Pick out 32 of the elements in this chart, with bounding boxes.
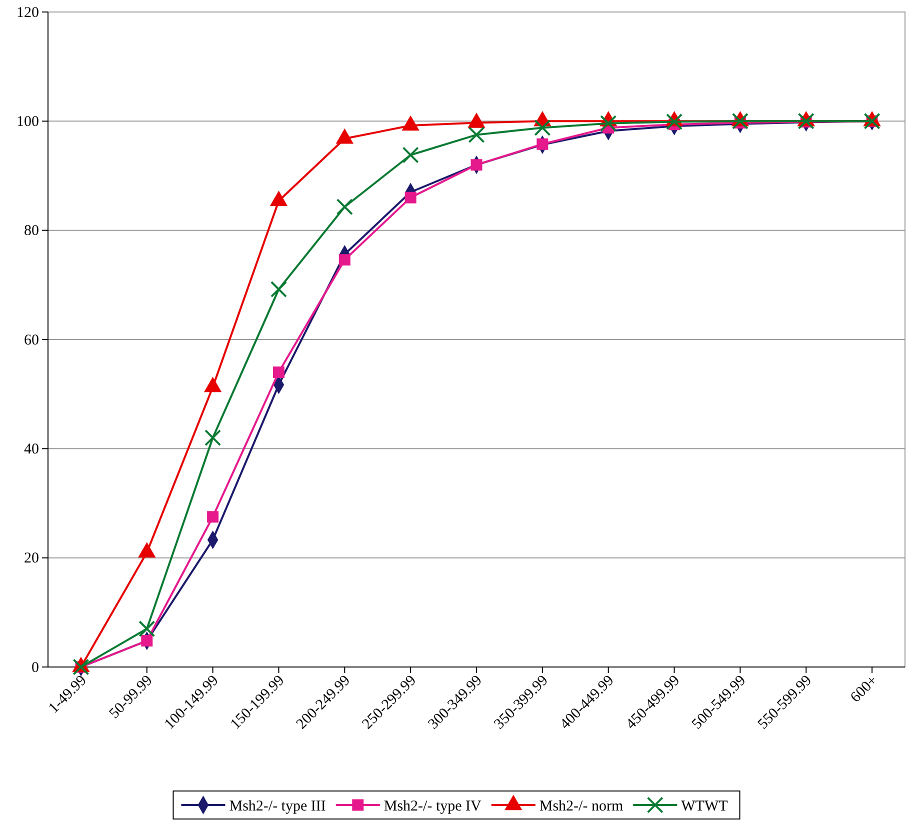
point — [141, 635, 153, 647]
point — [666, 113, 683, 130]
point — [798, 112, 814, 130]
legend-label: Msh2-/- type III — [229, 798, 326, 814]
point — [732, 112, 748, 130]
point — [536, 138, 548, 150]
legend-label: Msh2-/- norm — [539, 798, 624, 814]
point — [468, 126, 485, 144]
point — [404, 192, 416, 204]
y-tick-label: 0 — [32, 660, 39, 676]
point — [204, 429, 222, 446]
y-tick-label: 80 — [24, 223, 39, 240]
point — [600, 115, 617, 132]
point — [338, 254, 350, 266]
point — [534, 119, 551, 136]
point — [336, 198, 353, 216]
x-tick-label: 600+ — [848, 672, 881, 706]
point — [270, 281, 288, 298]
y-tick-label: 40 — [24, 441, 39, 458]
point — [72, 658, 90, 676]
legend-label: Msh2-/- type IV — [384, 798, 482, 814]
y-tick-label: 100 — [16, 114, 39, 130]
y-tick-label: 60 — [24, 332, 39, 348]
point — [138, 620, 156, 638]
point — [864, 112, 880, 130]
legend-label: WTWT — [681, 798, 728, 814]
point — [402, 146, 419, 164]
point — [470, 159, 482, 171]
point — [272, 366, 284, 378]
y-tick-label: 120 — [16, 4, 39, 21]
point — [207, 511, 219, 523]
y-tick-label: 20 — [24, 550, 39, 567]
